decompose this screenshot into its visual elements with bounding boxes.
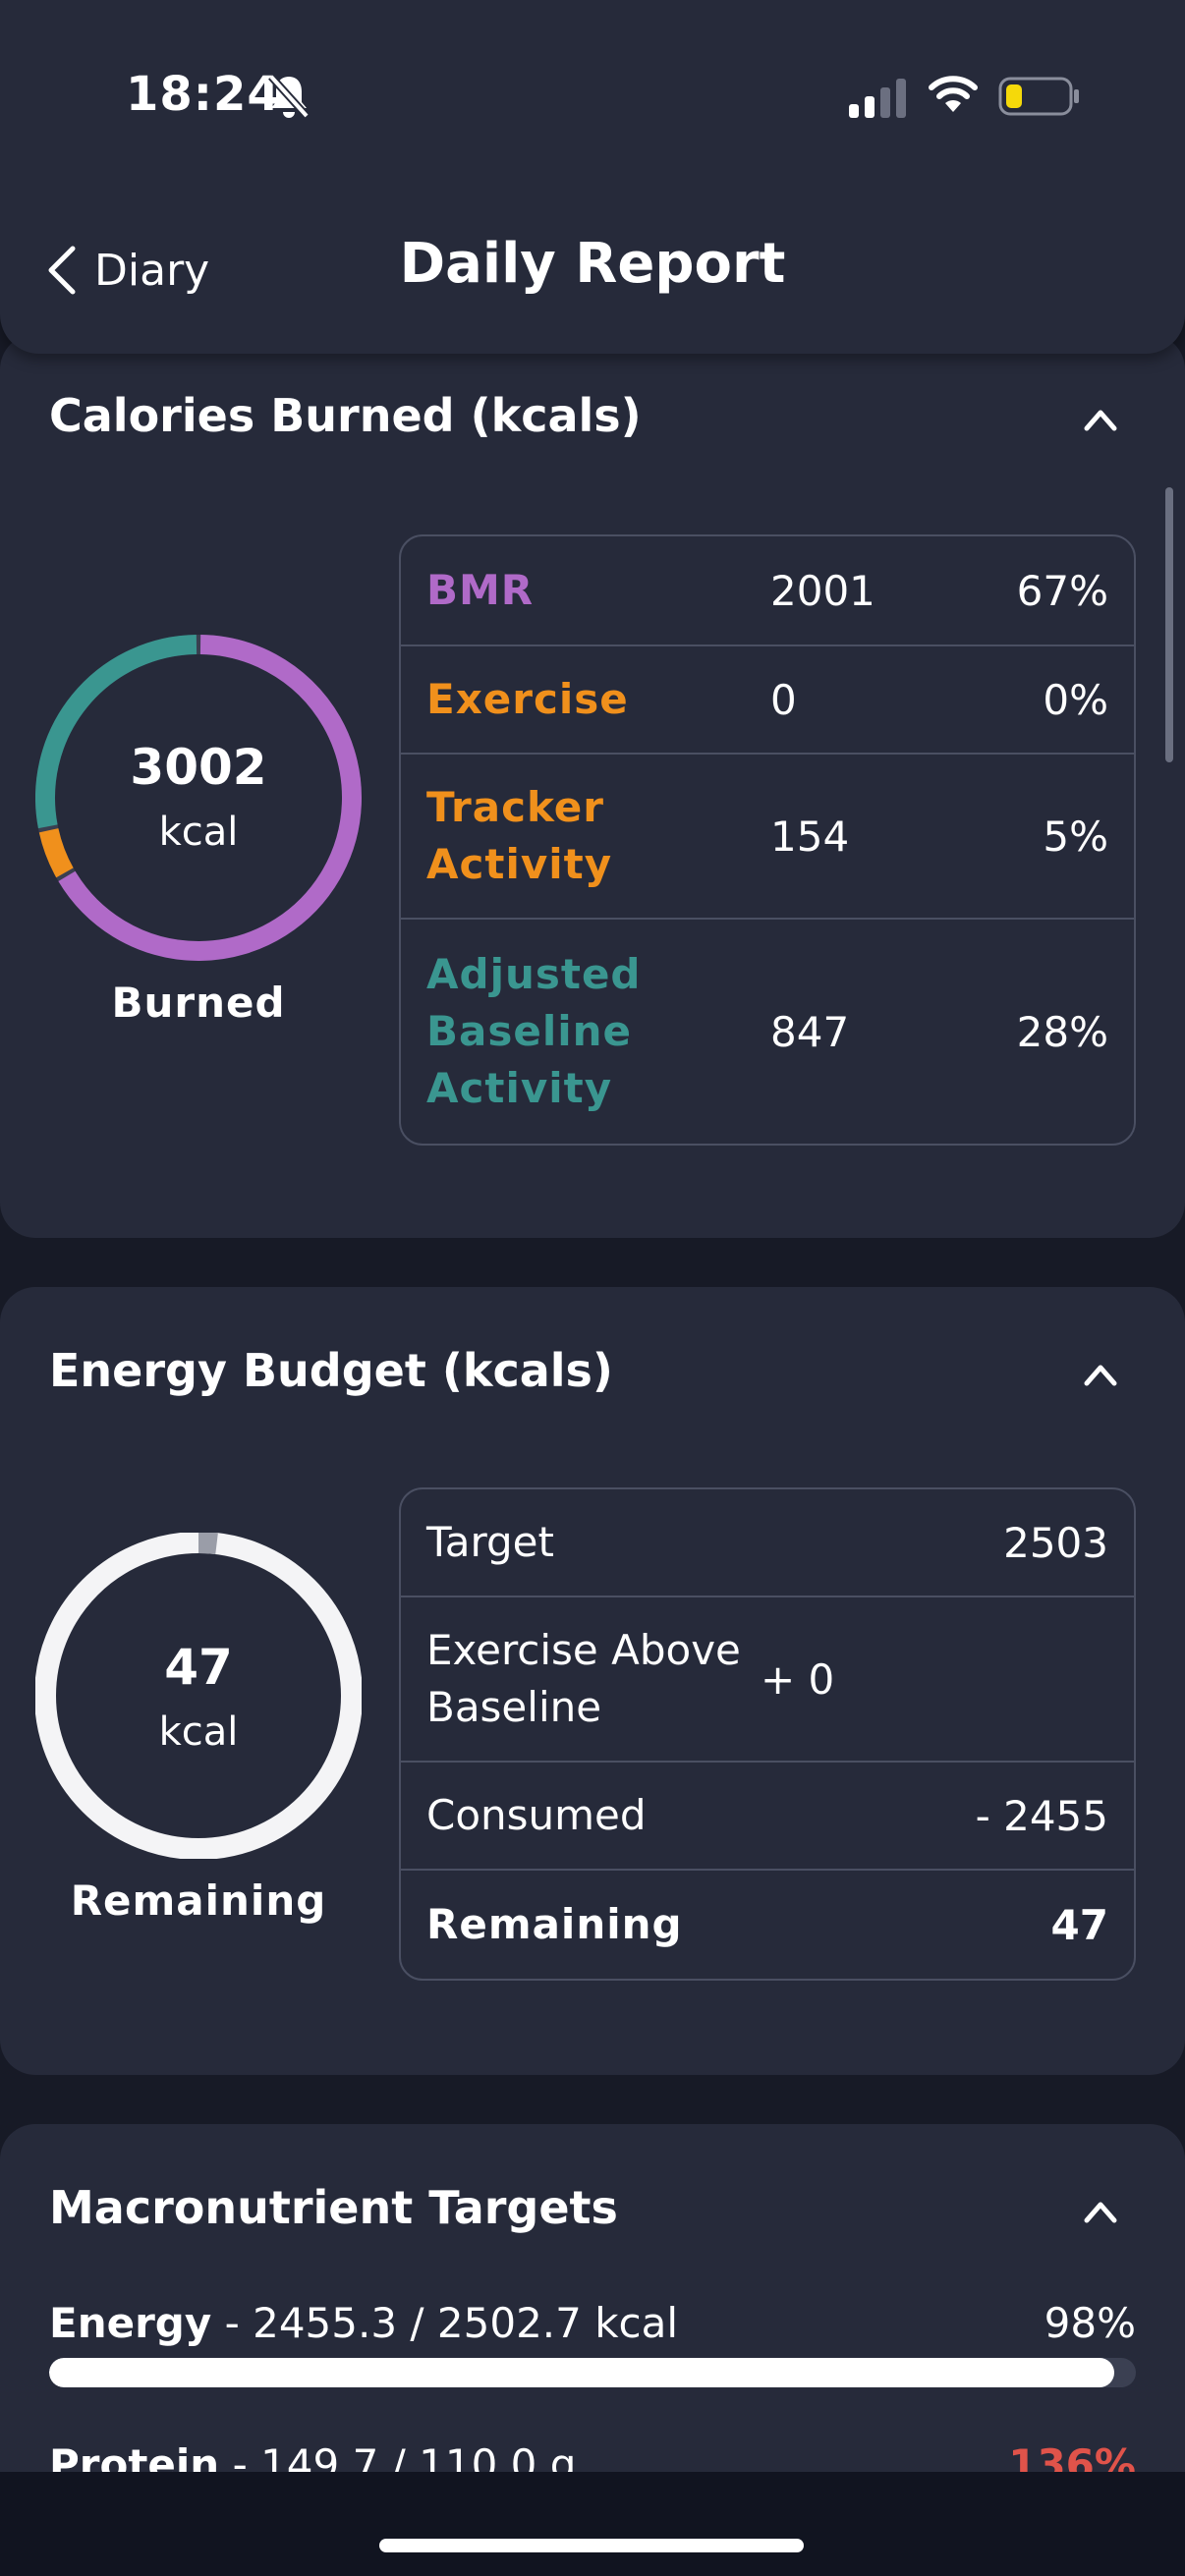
adjusted-baseline-arc — [35, 635, 198, 829]
header-bar: 18:24 Diary Daily Report — [0, 0, 1185, 354]
home-indicator[interactable] — [379, 2539, 804, 2552]
cellular-signal-icon — [849, 79, 906, 118]
table-row-tracker-activity: Tracker Activity 154 5% — [401, 755, 1134, 920]
back-button[interactable]: Diary — [47, 236, 209, 305]
exercise-above-baseline-label: Exercise Above Baseline — [426, 1626, 741, 1731]
consumed-label: Consumed — [426, 1791, 647, 1839]
calories-burned-ring — [35, 635, 362, 961]
bmr-pct: 67% — [1016, 566, 1108, 615]
table-row-remaining: Remaining 47 — [401, 1871, 1134, 1979]
macro-energy-bar-fill — [49, 2358, 1114, 2387]
energy-budget-title: Energy Budget (kcals) — [49, 1344, 613, 1397]
macro-energy-bar — [49, 2358, 1136, 2387]
status-time: 18:24 — [126, 67, 281, 122]
macronutrient-targets-card: Macronutrient Targets Energy - 2455.3 / … — [0, 2124, 1185, 2576]
scrollbar[interactable] — [1165, 487, 1173, 762]
adjusted-baseline-pct: 28% — [1016, 1007, 1108, 1056]
tracker-activity-pct: 5% — [1043, 812, 1108, 861]
adjusted-baseline-label: Adjusted Baseline Activity — [426, 950, 642, 1112]
wifi-icon — [929, 76, 978, 112]
bmr-value: 2001 — [770, 566, 875, 615]
tracker-activity-label: Tracker Activity — [426, 783, 613, 888]
remaining-label: Remaining — [426, 1900, 683, 1948]
macro-energy-pct: 98% — [1044, 2299, 1136, 2347]
exercise-label: Exercise — [426, 675, 629, 723]
calories-burned-table: BMR 2001 67% Exercise 0 0% Tracker Activ… — [399, 534, 1136, 1146]
table-row-consumed: Consumed - 2455 — [401, 1763, 1134, 1871]
remaining-ring-value: 47 — [164, 1639, 233, 1696]
consumed-value: - 2455 — [975, 1791, 1108, 1840]
remaining-arc — [198, 1533, 218, 1555]
energy-budget-card: Energy Budget (kcals) 47 kcal Remaining … — [0, 1287, 1185, 2075]
exercise-above-baseline-value: + 0 — [761, 1654, 835, 1704]
burned-ring-unit: kcal — [158, 810, 239, 855]
target-value: 2503 — [1003, 1518, 1108, 1567]
macro-energy-detail: - 2455.3 / 2502.7 kcal — [211, 2299, 679, 2347]
macronutrient-targets-title: Macronutrient Targets — [49, 2181, 618, 2234]
macro-energy-name: Energy — [49, 2299, 212, 2347]
table-row-exercise-above-baseline: Exercise Above Baseline + 0 — [401, 1597, 1134, 1763]
chevron-up-icon[interactable] — [1081, 2199, 1120, 2224]
chevron-left-icon — [48, 246, 76, 295]
remaining-value: 47 — [1050, 1900, 1108, 1949]
macro-energy-text: Energy - 2455.3 / 2502.7 kcal — [49, 2299, 678, 2347]
bmr-arc — [58, 635, 362, 961]
exercise-pct: 0% — [1043, 675, 1108, 724]
bottom-safe-area — [0, 2472, 1185, 2576]
table-row-bmr: BMR 2001 67% — [401, 536, 1134, 646]
adjusted-baseline-value: 847 — [770, 1007, 850, 1056]
remaining-ring-unit: kcal — [158, 1709, 239, 1755]
table-row-adjusted-baseline: Adjusted Baseline Activity 847 28% — [401, 920, 1134, 1144]
calories-burned-title: Calories Burned (kcals) — [49, 389, 642, 442]
target-label: Target — [426, 1518, 554, 1566]
burned-ring-caption: Burned — [111, 979, 286, 1027]
remaining-ring-caption: Remaining — [70, 1876, 327, 1925]
calories-burned-card: Calories Burned (kcals) 3002 kcal Burned… — [0, 334, 1185, 1238]
battery-icon — [998, 77, 1079, 116]
chevron-up-icon[interactable] — [1081, 407, 1120, 432]
energy-remaining-ring — [35, 1533, 362, 1859]
table-row-exercise: Exercise 0 0% — [401, 646, 1134, 755]
macro-energy-line: Energy - 2455.3 / 2502.7 kcal 98% — [49, 2299, 1136, 2347]
chevron-up-icon[interactable] — [1081, 1362, 1120, 1387]
exercise-value: 0 — [770, 675, 797, 724]
bmr-label: BMR — [426, 566, 535, 614]
tracker-activity-arc — [38, 827, 74, 878]
energy-budget-table: Target 2503 Exercise Above Baseline + 0 … — [399, 1487, 1136, 1981]
tracker-activity-value: 154 — [770, 812, 850, 861]
table-row-target: Target 2503 — [401, 1489, 1134, 1597]
burned-ring-value: 3002 — [130, 739, 267, 796]
back-label: Diary — [94, 245, 210, 296]
bell-muted-icon — [268, 74, 310, 119]
